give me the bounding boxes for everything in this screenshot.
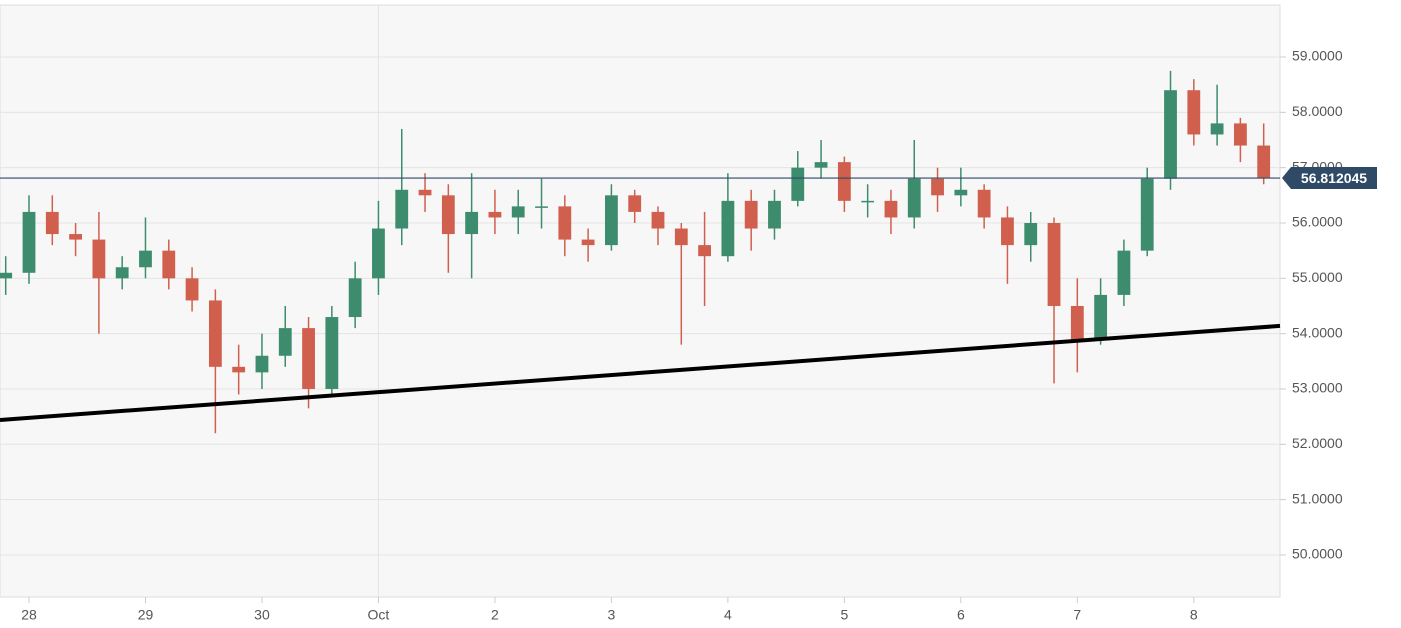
x-tick-label: 8 — [1190, 607, 1198, 623]
x-tick-label: 3 — [608, 607, 616, 623]
candle-body — [1164, 90, 1177, 179]
candle-body — [232, 366, 246, 373]
candle-body — [325, 317, 339, 389]
candle-body — [302, 328, 315, 389]
candle-body — [721, 200, 735, 257]
candle-body — [861, 200, 875, 203]
candle-body — [69, 234, 83, 240]
candle-body — [1117, 250, 1131, 295]
candle-body — [768, 200, 781, 229]
y-tick-label: 50.0000 — [1292, 546, 1343, 562]
candle-body — [931, 178, 944, 196]
x-tick-label: 7 — [1073, 607, 1081, 623]
candle-body — [418, 189, 432, 196]
candle-body — [558, 206, 572, 240]
candle-body — [884, 200, 898, 218]
candle-body — [1047, 222, 1061, 306]
candle-body — [1001, 217, 1014, 246]
y-tick-label: 53.0000 — [1292, 380, 1343, 396]
y-tick-label: 55.0000 — [1292, 269, 1343, 285]
y-tick-label: 59.0000 — [1292, 48, 1343, 64]
candle-body — [185, 278, 199, 301]
candle-body — [208, 300, 222, 367]
trendline — [0, 323, 1281, 422]
candle-body — [441, 195, 455, 235]
x-tick-label: 5 — [840, 607, 848, 623]
candle-body — [1024, 222, 1038, 246]
candle-body — [791, 167, 805, 201]
candle-body — [954, 189, 968, 196]
candle-body — [604, 195, 618, 246]
x-tick-label: 30 — [254, 607, 270, 623]
y-tick-label: 56.0000 — [1292, 214, 1343, 230]
candle-body — [511, 206, 525, 218]
x-tick-label: 29 — [138, 607, 154, 623]
candle-body — [45, 211, 59, 235]
x-tick-label: 2 — [491, 607, 499, 623]
candle-body — [674, 228, 688, 246]
candle-body — [1187, 90, 1201, 135]
candle-body — [278, 328, 292, 356]
x-tick-label: 28 — [21, 607, 37, 623]
candle-body — [907, 178, 921, 218]
y-tick-label: 51.0000 — [1292, 490, 1343, 506]
candle-body — [977, 189, 991, 218]
candle-body — [348, 278, 362, 318]
candle-body — [372, 228, 385, 279]
candle-body — [581, 239, 595, 246]
candle-body — [814, 162, 828, 168]
candle-body — [744, 200, 758, 229]
candle-body — [1094, 294, 1108, 340]
candle-body — [1210, 123, 1224, 135]
y-tick-label: 54.0000 — [1292, 324, 1343, 340]
x-tick-label: 4 — [724, 607, 732, 623]
candle-body — [22, 211, 36, 273]
candle-body — [255, 355, 269, 373]
price-tag-label: 56.812045 — [1301, 170, 1367, 186]
candle-body — [837, 162, 851, 201]
y-tick-label: 58.0000 — [1292, 103, 1343, 119]
candle-body — [465, 211, 479, 235]
candle-body — [1140, 178, 1154, 251]
y-tick-label: 52.0000 — [1292, 435, 1343, 451]
candle-body — [488, 211, 502, 218]
price-tag — [1282, 167, 1377, 190]
candle-body — [1257, 145, 1271, 179]
candle-body — [1070, 305, 1084, 340]
candle-body — [698, 245, 711, 257]
candle-body — [92, 239, 106, 279]
candle-body — [0, 272, 13, 279]
candle-body — [395, 189, 409, 229]
candle-body — [115, 267, 129, 279]
candle-body — [628, 195, 642, 212]
x-tick-label: Oct — [368, 607, 390, 623]
candle-body — [1233, 123, 1247, 146]
candle-body — [651, 211, 665, 229]
candle-body — [162, 250, 176, 279]
candle-body — [139, 250, 152, 268]
candle-body — [535, 206, 548, 208]
x-tick-label: 6 — [957, 607, 965, 623]
